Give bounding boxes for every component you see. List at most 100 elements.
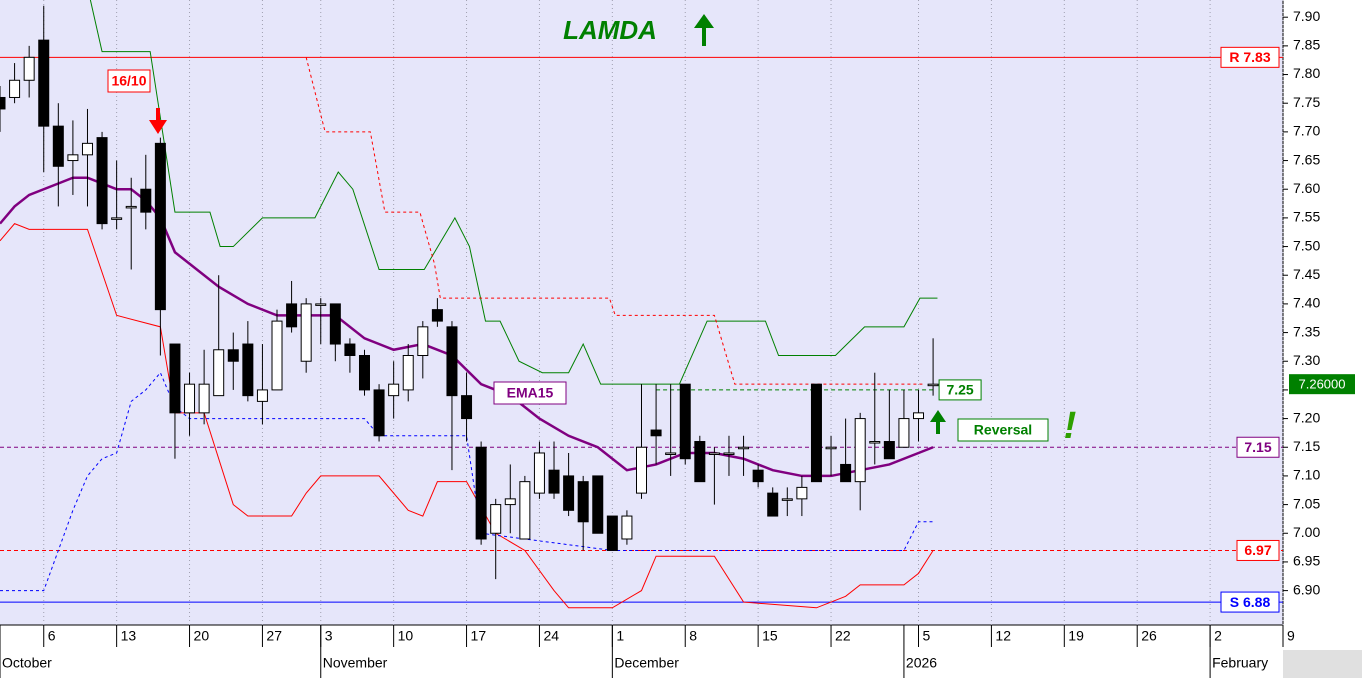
x-tick-label: 12 [995, 628, 1011, 644]
y-tick-label: 7.80 [1293, 65, 1320, 81]
plot-area [0, 0, 1283, 625]
candle-body [636, 446, 647, 494]
y-tick-label: 6.95 [1293, 553, 1320, 569]
candle-body [650, 429, 662, 437]
y-tick-label: 7.10 [1293, 467, 1320, 483]
y-tick-label: 6.90 [1293, 581, 1320, 597]
candle-body [417, 326, 429, 357]
candle-body [606, 515, 618, 551]
candle-body [300, 303, 312, 362]
x-tick-label: 10 [398, 628, 414, 644]
last-price-label: 7.26000 [1299, 377, 1346, 392]
candle-body [752, 469, 764, 483]
y-tick-label: 7.75 [1293, 94, 1320, 110]
level-box [1236, 539, 1280, 561]
candle-body [344, 343, 356, 357]
month-label: October [2, 655, 52, 671]
candle-body [563, 475, 575, 511]
level-box [1236, 436, 1280, 458]
y-tick-label: 7.20 [1293, 409, 1320, 425]
x-tick-label: 3 [325, 628, 333, 644]
y-axis-area [1283, 0, 1362, 650]
level-label: 6.97 [1244, 542, 1271, 558]
x-tick-label: 5 [923, 628, 931, 644]
x-tick-label: 15 [762, 628, 778, 644]
y-tick-label: 7.55 [1293, 209, 1320, 225]
candle-body [577, 481, 589, 523]
level-box [1220, 46, 1280, 68]
candle-body [169, 343, 181, 414]
y-tick-label: 7.65 [1293, 151, 1320, 167]
up-arrow [694, 14, 714, 46]
candle-body [694, 441, 706, 483]
candle-body [227, 349, 239, 362]
month-label: February [1212, 655, 1268, 671]
candle-body [388, 383, 400, 397]
candle-body [271, 320, 283, 391]
candle-body [519, 481, 531, 540]
reversal-arrow [930, 410, 946, 434]
y-tick-label: 7.40 [1293, 295, 1320, 311]
candle-body [373, 389, 385, 437]
candle-body [358, 355, 370, 391]
ema-label: EMA15 [507, 385, 554, 401]
candle-body [781, 498, 793, 501]
corner [1283, 650, 1362, 678]
indicator-line [0, 371, 934, 592]
candle-body [475, 446, 487, 540]
candle-body [0, 96, 6, 110]
candle-body [825, 446, 837, 450]
y-tick-label: 7.05 [1293, 495, 1320, 511]
x-tick-label: 2 [1214, 628, 1222, 644]
candle-body [738, 446, 750, 450]
candle-body [840, 463, 852, 483]
y-tick-label: 7.90 [1293, 8, 1320, 24]
x-tick-label: 20 [194, 628, 210, 644]
candle-body [796, 486, 808, 500]
signal-date: 16/10 [111, 73, 146, 89]
x-tick-label: 24 [543, 628, 559, 644]
candle-body [140, 188, 152, 213]
month-label: November [323, 655, 388, 671]
candle-body [286, 303, 298, 328]
candle-body [592, 475, 604, 534]
y-tick-label: 7.00 [1293, 524, 1320, 540]
month-label: 2026 [906, 655, 937, 671]
reversal-box [957, 418, 1049, 442]
candle-body [23, 56, 35, 81]
candle-body [446, 326, 458, 397]
y-tick-label: 7.50 [1293, 237, 1320, 253]
x-tick-label: 22 [835, 628, 851, 644]
x-tick-label: 19 [1068, 628, 1084, 644]
level-box [1220, 591, 1280, 613]
x-tick-label: 26 [1141, 628, 1157, 644]
candle-body [9, 79, 21, 98]
x-tick-label: 13 [121, 628, 137, 644]
y-tick-label: 7.15 [1293, 438, 1320, 454]
candle-body [927, 383, 939, 387]
exclaim: ! [1064, 405, 1077, 447]
candle-body [621, 515, 633, 540]
candle-body [315, 303, 327, 306]
candle-body [213, 349, 225, 397]
last-price-box [1289, 374, 1355, 395]
candle-body [329, 303, 341, 345]
x-tick-label: 6 [48, 628, 56, 644]
candle-body [198, 383, 210, 414]
candle-body [913, 412, 925, 420]
indicator-line [89, 0, 938, 385]
level-label: 7.25 [946, 382, 973, 398]
candle-body [898, 418, 910, 448]
y-tick-label: 7.70 [1293, 123, 1320, 139]
candle-body [665, 452, 677, 455]
candle-body [154, 142, 166, 311]
month-label: December [614, 655, 679, 671]
y-tick-label: 7.85 [1293, 37, 1320, 53]
candle-body [533, 452, 545, 494]
marks: R 7.83 7.15 6.97 S 6.88 7.25 [0, 0, 1284, 625]
chart-title: LAMDA [563, 15, 657, 45]
candle-body [38, 39, 50, 127]
level-label: R 7.83 [1229, 49, 1270, 65]
y-tick-label: 7.30 [1293, 352, 1320, 368]
